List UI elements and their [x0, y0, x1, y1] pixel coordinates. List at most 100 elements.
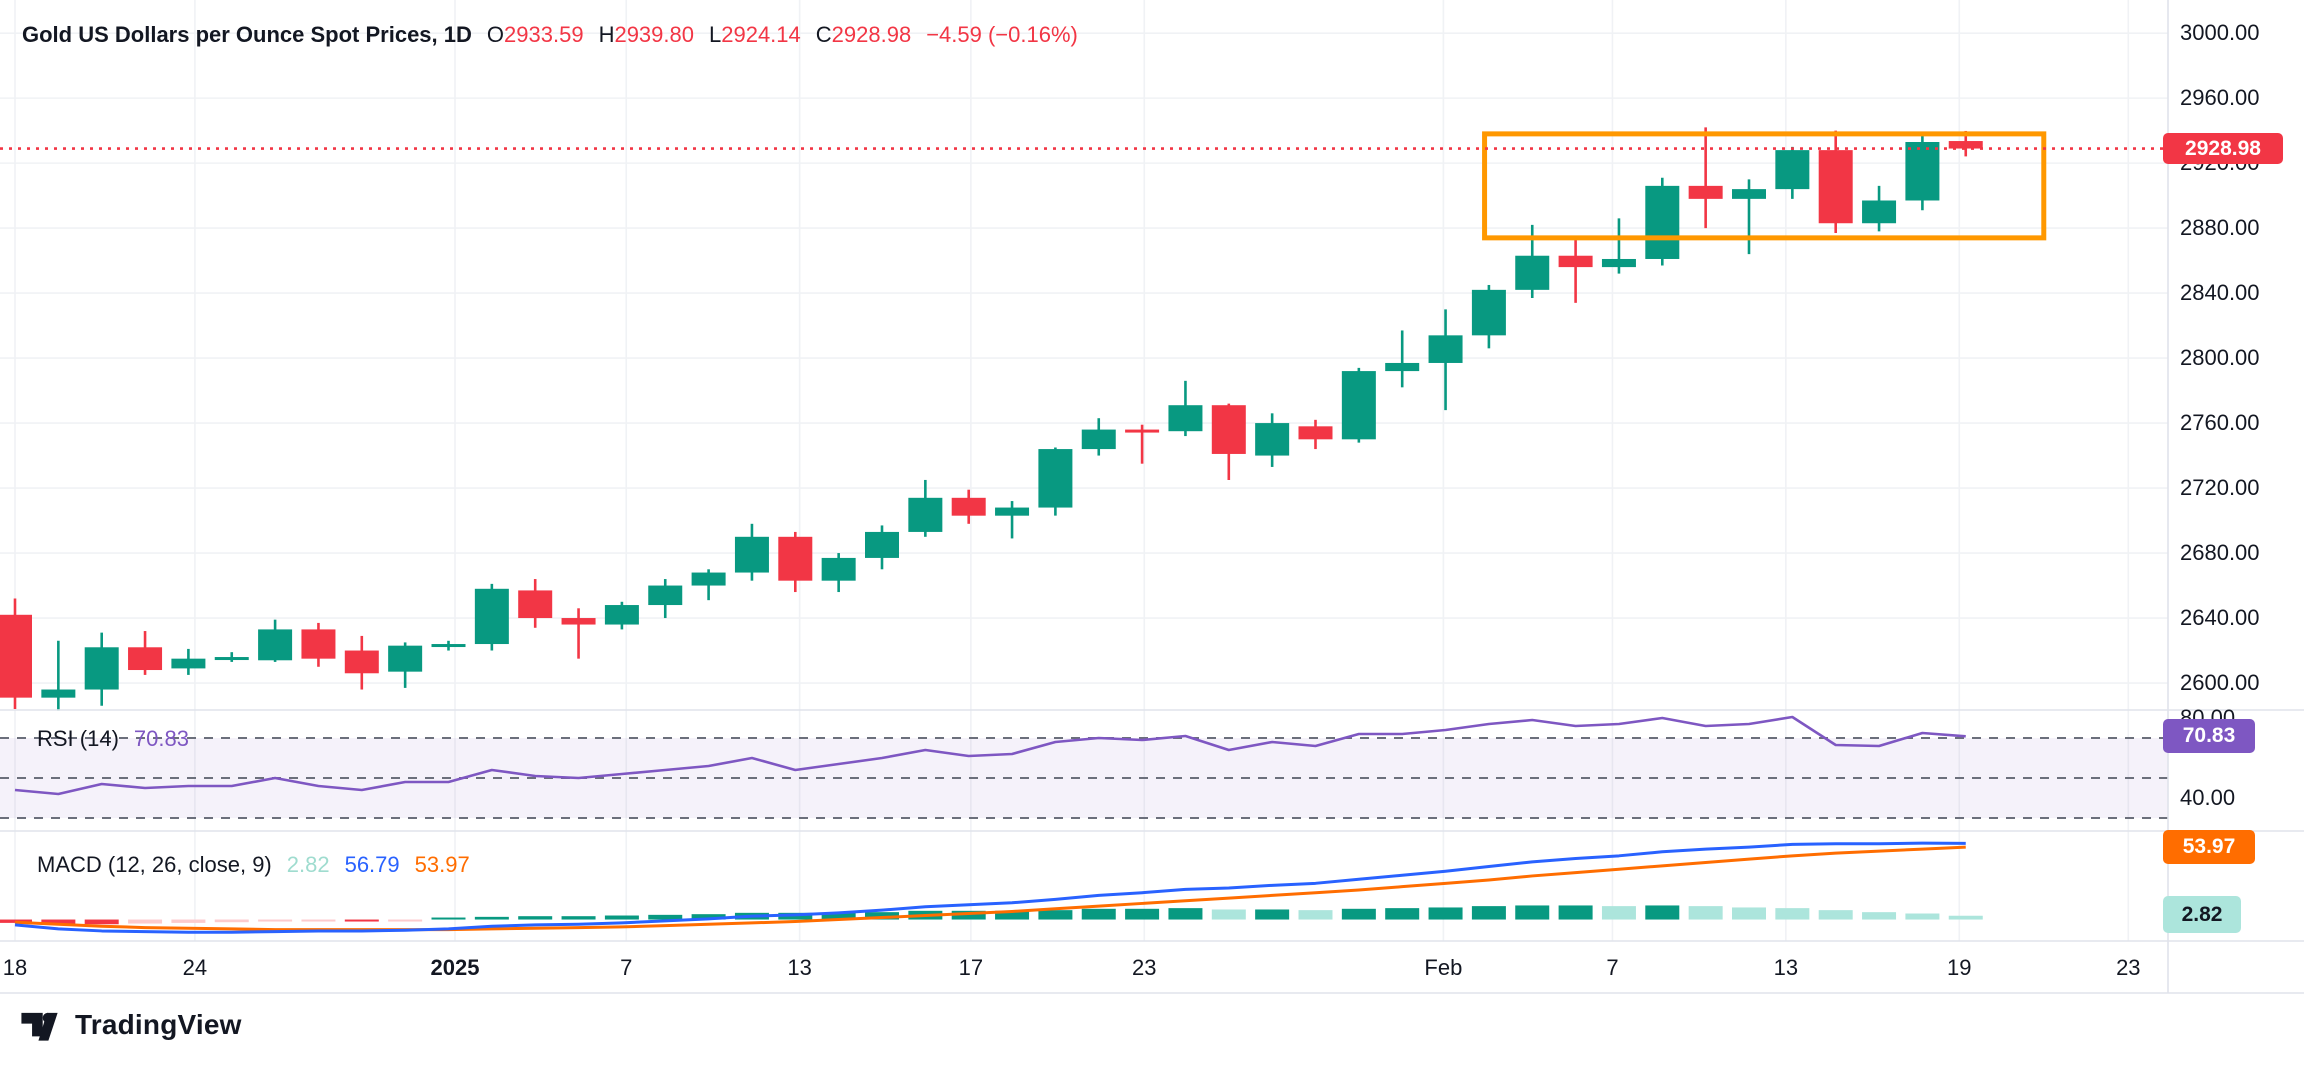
macd-hist-bar	[388, 919, 423, 922]
macd-hist-bar	[1558, 905, 1593, 920]
macd-label[interactable]: MACD (12, 26, close, 9)	[37, 852, 272, 877]
macd-hist-bar	[1385, 908, 1420, 920]
macd-hist-bar	[1211, 909, 1246, 920]
candle-body	[951, 497, 986, 516]
candle-body	[301, 629, 336, 659]
candle-body	[604, 605, 639, 625]
candle-body	[1688, 185, 1723, 199]
candle-body	[1818, 150, 1853, 224]
macd-hist-bar	[1905, 913, 1940, 920]
macd-hist-bar	[258, 919, 293, 922]
time-axis-label: 17	[958, 955, 984, 980]
macd-hist-bar	[84, 919, 119, 925]
candle-body	[908, 497, 943, 532]
macd-hist-bar	[1775, 908, 1810, 920]
macd-hist-bar	[1645, 905, 1680, 920]
candle-body	[1038, 449, 1073, 508]
macd-hist-bar	[1255, 909, 1290, 920]
time-axis-label: 19	[1946, 955, 1972, 980]
candle-body	[1081, 429, 1116, 450]
macd-line	[14, 841, 1966, 934]
candle-body	[1732, 189, 1766, 199]
candle-body	[171, 658, 206, 669]
price-axis-label: 2680.00	[2180, 540, 2260, 566]
candle-body	[1862, 200, 1897, 224]
price-axis-label: 2760.00	[2180, 410, 2260, 436]
candle-body	[518, 590, 553, 619]
symbol-legend[interactable]: Gold US Dollars per Ounce Spot Prices, 1…	[22, 22, 1078, 48]
macd-hist-bar	[344, 919, 379, 922]
rsi-value: 70.83	[133, 726, 189, 751]
candle-body	[0, 614, 32, 698]
candle-body	[648, 585, 683, 606]
macd-signal-badge: 53.97	[2163, 830, 2255, 865]
time-axis-label: 18	[2, 955, 28, 980]
candle-body	[1775, 150, 1810, 190]
rsi-axis-label-40: 40.00	[2180, 785, 2236, 810]
candle-body	[691, 572, 726, 586]
time-axis-label: 13	[787, 955, 812, 980]
last-price-badge: 2928.98	[2163, 133, 2283, 165]
candle-body	[431, 644, 466, 648]
macd-hist-bar	[561, 916, 596, 920]
price-axis-label: 2800.00	[2180, 345, 2260, 371]
candle-body	[84, 647, 119, 690]
price-axis-label: 2960.00	[2180, 85, 2260, 111]
rsi-label[interactable]: RSI (14)	[37, 726, 119, 751]
time-axis-label: 23	[2116, 955, 2141, 980]
candle-body	[1428, 335, 1463, 363]
candle-body	[1645, 185, 1680, 259]
close-value: C 2928.98	[815, 22, 912, 47]
macd-hist-bar	[1298, 910, 1333, 920]
price-axis-label: 2640.00	[2180, 605, 2260, 631]
macd-hist-bar	[128, 919, 163, 924]
macd-legend[interactable]: MACD (12, 26, close, 9) 2.82 56.79 53.97	[37, 852, 470, 878]
low-value: L 2924.14	[708, 22, 801, 47]
tradingview-logo-icon	[21, 1012, 58, 1041]
change-value: −4.59 (−0.16%)	[926, 22, 1078, 47]
candle-body	[821, 557, 856, 581]
macd-hist-bar	[1948, 915, 1983, 920]
candle-body	[344, 650, 379, 674]
time-axis-label: 13	[1773, 955, 1799, 980]
candle-body	[1298, 426, 1333, 440]
macd-hist-bar	[951, 910, 986, 920]
macd-hist-badge: 2.82	[2163, 896, 2241, 933]
macd-hist-bar	[431, 917, 466, 920]
rsi-legend[interactable]: RSI (14) 70.83	[37, 726, 189, 752]
macd-hist-bar	[1818, 910, 1853, 920]
macd-hist-bar	[1471, 906, 1506, 920]
macd-hist-bar	[171, 919, 206, 923]
candle-body	[128, 647, 163, 671]
candle-body	[995, 507, 1030, 516]
macd-hist-value: 2.82	[286, 852, 330, 877]
time-axis-label: Feb	[1424, 955, 1463, 980]
macd-hist-bar	[1862, 912, 1897, 920]
macd-hist-bar	[1081, 908, 1116, 920]
macd-hist-bar	[1038, 910, 1073, 920]
candle-body	[865, 531, 899, 558]
time-axis-label: 2025	[430, 955, 480, 980]
candle-body	[1601, 258, 1636, 268]
rsi-line	[14, 715, 1966, 796]
macd-hist-bar	[691, 914, 726, 920]
candle-body	[1255, 423, 1290, 456]
macd-hist-bar	[474, 916, 509, 920]
candle-body	[1471, 289, 1506, 336]
macd-hist-bar	[648, 914, 683, 920]
tradingview-logo[interactable]: TradingView	[20, 1008, 242, 1042]
macd-hist-bar	[41, 919, 76, 925]
high-value: H 2939.80	[598, 22, 694, 47]
macd-hist-bar	[1168, 908, 1203, 920]
candle-body	[1211, 405, 1246, 454]
macd-hist-bar	[1688, 906, 1723, 920]
candle-body	[734, 536, 769, 573]
macd-hist-bar	[1601, 906, 1636, 920]
symbol-title[interactable]: Gold US Dollars per Ounce Spot Prices, 1…	[22, 22, 472, 47]
open-value: O 2933.59	[486, 22, 584, 47]
macd-hist-bar	[604, 915, 639, 920]
candle-body	[388, 645, 423, 672]
candle-body	[1385, 362, 1420, 372]
